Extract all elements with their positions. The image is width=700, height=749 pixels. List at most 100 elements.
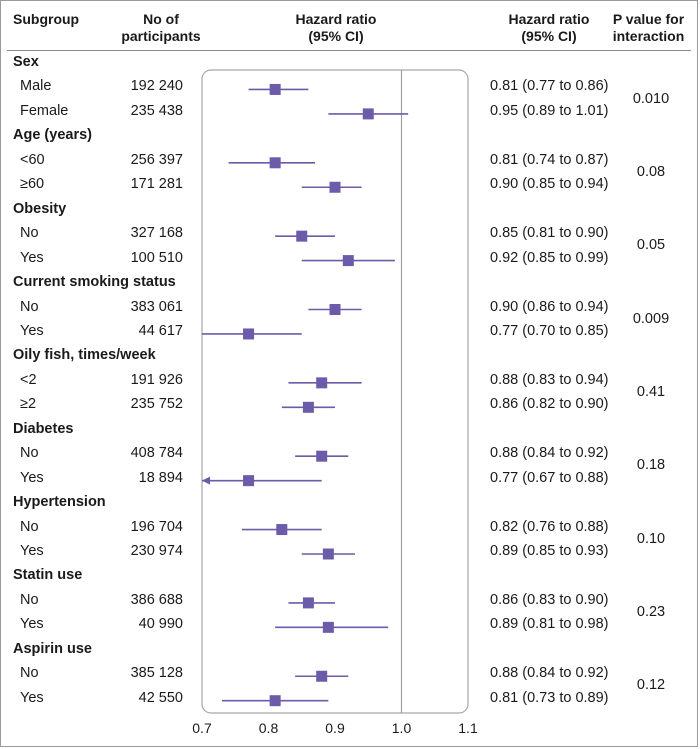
subgroup-label: Yes	[20, 322, 44, 339]
subgroup-label: <60	[20, 151, 45, 168]
group-heading: Obesity	[13, 200, 67, 217]
x-tick-label: 0.9	[325, 720, 345, 736]
subgroup-label: Male	[20, 78, 52, 95]
subgroup-label: Yes	[20, 689, 44, 706]
group-heading: Sex	[13, 54, 39, 70]
subgroup-label: Female	[20, 102, 69, 119]
p-value-interaction: 0.10	[636, 530, 666, 547]
header-subgroup: Subgroup	[13, 11, 80, 27]
x-tick-label: 0.7	[192, 720, 212, 736]
hazard-ratio-text: 0.88 (0.84 to 0.92)	[490, 665, 609, 682]
hr-point-marker	[329, 181, 341, 193]
header-participants-line1: No of	[143, 11, 179, 27]
subgroup-label: No	[20, 298, 39, 315]
p-value-interaction: 0.05	[636, 237, 666, 254]
participant-count: 196 704	[130, 518, 183, 535]
hazard-ratio-text: 0.90 (0.85 to 0.94)	[490, 176, 609, 193]
hazard-ratio-text: 0.77 (0.70 to 0.85)	[490, 322, 609, 339]
subgroup-label: Yes	[20, 469, 44, 486]
p-value-interaction: 0.08	[636, 164, 666, 181]
header-hr-ci-line1: Hazard ratio	[508, 11, 590, 27]
subgroup-label: Yes	[20, 249, 44, 266]
subgroup-label: ≥60	[20, 176, 45, 193]
hr-point-marker	[342, 255, 354, 267]
p-value-interaction: 0.009	[632, 310, 670, 327]
hr-point-marker	[269, 83, 281, 95]
hazard-ratio-text: 0.86 (0.83 to 0.90)	[490, 591, 609, 608]
subgroup-label: No	[20, 591, 39, 608]
subgroup-label: No	[20, 665, 39, 682]
hr-point-marker	[322, 548, 334, 560]
hazard-ratio-text: 0.86 (0.82 to 0.90)	[490, 396, 609, 413]
subgroup-label: No	[20, 445, 39, 462]
header-divider	[7, 50, 691, 51]
hazard-ratio-text: 0.90 (0.86 to 0.94)	[490, 298, 609, 315]
hr-point-marker	[243, 328, 255, 340]
hr-point-marker	[316, 377, 328, 389]
group-heading: Statin use	[13, 567, 83, 584]
hr-point-marker	[362, 108, 374, 120]
participant-count: 408 784	[130, 445, 183, 462]
header-plot-hr-line2: (95% CI)	[308, 28, 364, 44]
header-hr-ci: Hazard ratio (95% CI)	[489, 11, 609, 45]
plot-frame	[201, 69, 469, 714]
hr-point-marker	[316, 450, 328, 462]
header-p-value: P value for interaction	[601, 11, 696, 45]
subgroup-label: No	[20, 518, 39, 535]
hazard-ratio-text: 0.81 (0.77 to 0.86)	[490, 78, 609, 95]
participant-count: 192 240	[130, 78, 183, 95]
group-heading: Diabetes	[13, 420, 74, 437]
subgroup-label: ≥2	[20, 396, 37, 413]
participant-count: 42 550	[138, 689, 183, 706]
hr-point-marker	[296, 230, 308, 242]
hr-point-marker	[302, 401, 314, 413]
x-tick-label: 1.1	[458, 720, 478, 736]
group-heading: Aspirin use	[13, 640, 92, 657]
hazard-ratio-text: 0.92 (0.85 to 0.99)	[490, 249, 609, 266]
participant-count: 235 438	[130, 102, 183, 119]
participant-count: 44 617	[138, 322, 183, 339]
header-participants: No of participants	[106, 11, 216, 45]
hr-point-marker	[276, 524, 288, 536]
participant-count: 383 061	[130, 298, 183, 315]
participant-count: 327 168	[130, 225, 183, 242]
group-heading: Hypertension	[13, 494, 106, 511]
p-value-interaction: 0.41	[636, 384, 666, 401]
x-tick-label: 1.0	[392, 720, 412, 736]
hazard-ratio-text: 0.89 (0.81 to 0.98)	[490, 616, 609, 633]
participant-count: 235 752	[130, 396, 183, 413]
p-value-interaction: 0.23	[636, 604, 666, 621]
header-plot-hr-line1: Hazard ratio	[295, 11, 377, 27]
participant-count: 385 128	[130, 665, 183, 682]
group-heading: Age (years)	[13, 127, 92, 144]
hazard-ratio-text: 0.81 (0.74 to 0.87)	[490, 151, 609, 168]
participant-count: 230 974	[130, 543, 183, 559]
subgroup-label: Yes	[20, 616, 44, 633]
hazard-ratio-text: 0.95 (0.89 to 1.01)	[490, 102, 609, 119]
header-p-value-line1: P value for	[612, 11, 685, 27]
hr-point-marker	[329, 304, 341, 315]
hr-point-marker	[302, 597, 314, 609]
participant-count: 171 281	[130, 176, 183, 193]
participant-count: 191 926	[130, 371, 183, 388]
p-value-interaction: 0.010	[632, 90, 670, 107]
group-heading: Oily fish, times/week	[13, 347, 156, 364]
x-tick-label: 0.8	[259, 720, 279, 736]
hazard-ratio-text: 0.88 (0.83 to 0.94)	[490, 371, 609, 388]
header-hr-ci-line2: (95% CI)	[521, 28, 577, 44]
hr-point-marker	[269, 695, 281, 707]
hr-point-marker	[243, 475, 255, 487]
p-value-interaction: 0.18	[636, 457, 666, 474]
subgroup-label: Yes	[20, 543, 44, 559]
hazard-ratio-text: 0.88 (0.84 to 0.92)	[490, 445, 609, 462]
ci-arrow	[202, 476, 210, 485]
hr-point-marker	[316, 670, 328, 682]
hazard-ratio-text: 0.81 (0.73 to 0.89)	[490, 689, 609, 706]
participant-count: 256 397	[130, 151, 183, 168]
header-plot-hr: Hazard ratio (95% CI)	[271, 11, 401, 45]
participant-count: 40 990	[138, 616, 183, 633]
participant-count: 100 510	[130, 249, 183, 266]
participant-count: 18 894	[138, 469, 183, 486]
subgroup-label: No	[20, 225, 39, 242]
